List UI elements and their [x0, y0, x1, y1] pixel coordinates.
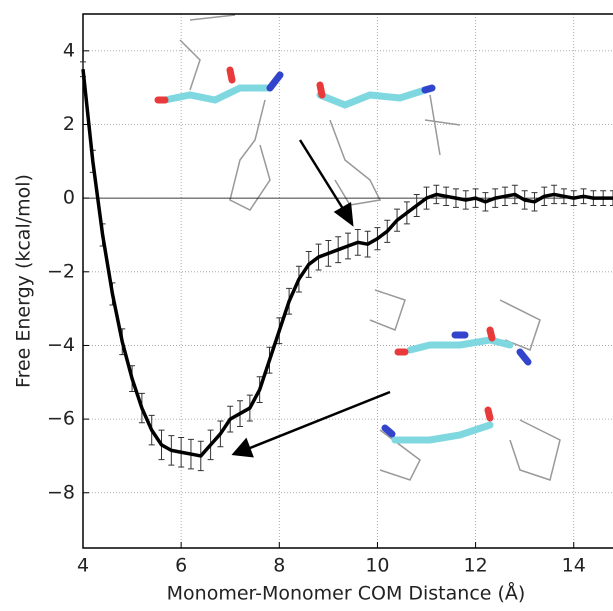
- y-tick-label: −2: [47, 260, 75, 282]
- y-axis-label: Free Energy (kcal/mol): [13, 174, 35, 388]
- x-tick-label: 6: [175, 555, 187, 577]
- x-tick-label: 10: [365, 555, 389, 577]
- x-tick-label: 4: [77, 555, 89, 577]
- error-bar: [610, 190, 613, 207]
- y-tick-label: −8: [47, 481, 75, 503]
- y-tick-label: 2: [63, 113, 75, 135]
- frame: [82, 13, 613, 549]
- y-tick-label: −6: [47, 408, 75, 430]
- x-tick-label: 14: [562, 555, 586, 577]
- y-tick-label: −4: [47, 334, 75, 356]
- y-tick-label: 4: [63, 39, 75, 61]
- x-tick-label: 8: [273, 555, 285, 577]
- y-tick-label: 0: [63, 187, 75, 209]
- x-axis-label: Monomer-Monomer COM Distance (Å): [167, 582, 526, 605]
- x-tick-label: 12: [463, 555, 487, 577]
- molecule-insets: [154, 14, 561, 481]
- data-line: [81, 69, 613, 458]
